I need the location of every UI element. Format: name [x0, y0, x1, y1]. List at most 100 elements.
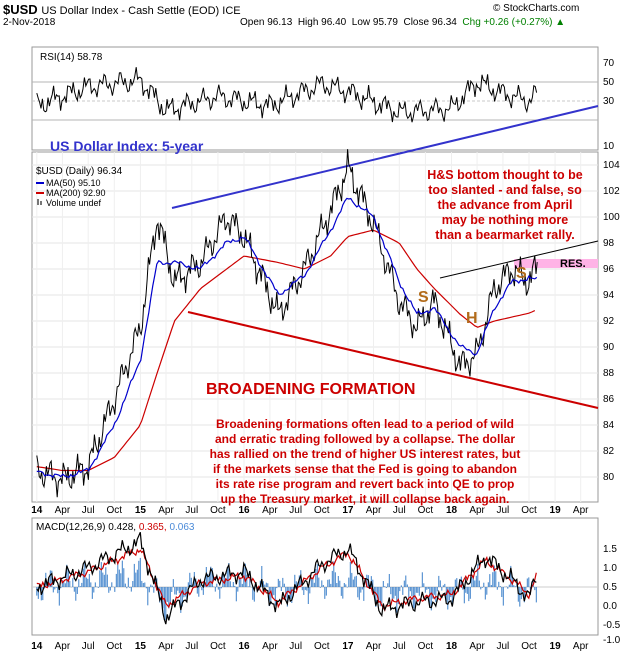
broadening-note-line-1: Broadening formations often lead to a pe…	[216, 417, 514, 431]
x-axis-label: Oct	[107, 505, 123, 516]
x-axis-label: Oct	[418, 505, 434, 516]
macd-signal-line	[36, 548, 537, 612]
resistance-label: RES.	[560, 258, 586, 270]
macd-frame	[31, 517, 599, 636]
rsi-tick-3: 10	[603, 141, 615, 152]
macd-label-signal: 0.365,	[139, 522, 167, 533]
x-axis-label: Jul	[82, 641, 95, 652]
macd-tick-1: 1.0	[603, 563, 617, 574]
price-tick-90: 90	[603, 342, 615, 353]
price-tick-labels: 104 102 100 98 96 94 92 90 88 86 84 82 8…	[603, 160, 620, 483]
macd-label: MACD(12,26,9) 0.428, 0.365, 0.063	[36, 522, 195, 533]
x-axis-label: Jul	[82, 505, 95, 516]
source-credit[interactable]: © StockCharts.com	[493, 3, 580, 14]
lower-broadening-trendline	[187, 311, 599, 409]
x-axis-label: Jul	[497, 505, 510, 516]
instrument-name: US Dollar Index - Cash Settle (EOD) ICE	[41, 5, 241, 17]
price-tick-104: 104	[603, 160, 620, 171]
price-tick-86: 86	[603, 394, 615, 405]
hs-note-line-5: than a bearmarket rally.	[435, 228, 574, 242]
hs-note-line-4: may be nothing more	[442, 213, 568, 227]
price-tick-98: 98	[603, 238, 615, 249]
hs-note-line-1: H&S bottom thought to be	[427, 168, 583, 182]
open-value: Open 96.13	[240, 17, 293, 28]
volume-bar-icon	[40, 201, 42, 205]
macd-label-hist: 0.063	[169, 522, 194, 533]
x-axis-label: Apr	[573, 505, 589, 516]
close-value: Close 96.34	[403, 17, 457, 28]
x-axis-label: Apr	[469, 505, 485, 516]
x-axis-label: Apr	[158, 505, 174, 516]
rsi-series-line	[36, 67, 538, 123]
resistance-band	[514, 259, 598, 268]
rsi-tick-0: 70	[603, 58, 615, 69]
broadening-annotation: Broadening formations often lead to a pe…	[210, 417, 521, 506]
hs-note-line-2: too slanted - and false, so	[428, 183, 582, 197]
x-axis-label: Jul	[497, 641, 510, 652]
x-axis-label: Apr	[262, 641, 278, 652]
x-axis-label: Apr	[158, 641, 174, 652]
hs-right-shoulder-label: S	[516, 265, 527, 282]
volume-bar-icon	[37, 199, 39, 205]
hs-left-shoulder-label: S	[418, 289, 429, 306]
x-axis-label: Oct	[521, 505, 537, 516]
broadening-note-line-4: if the markets sense that the Fed is goi…	[213, 462, 517, 476]
x-axis-label: Jul	[289, 505, 302, 516]
x-axis-label: 15	[135, 505, 147, 516]
x-axis-label: Jul	[393, 641, 406, 652]
rsi-panel: RSI(14) 58.78 70 50 30 10	[31, 46, 615, 152]
macd-tick-5: -1.0	[603, 635, 621, 646]
x-axis-label: Oct	[521, 641, 537, 652]
hs-annotation: H&S bottom thought to be too slanted - a…	[427, 168, 583, 242]
x-axis-labels: 14 14 Apr Apr Jul Jul Oct Oct 15 15 Apr Apr Jul Jul Oc…	[31, 505, 589, 652]
x-axis-label: 18	[446, 505, 458, 516]
rsi-frame	[31, 46, 599, 151]
legend: $USD (Daily) 96.34 MA(50) 95.10 MA(200) …	[36, 166, 123, 208]
hs-head-label: H	[466, 310, 478, 327]
rsi-tick-1: 50	[603, 77, 615, 88]
price-tick-102: 102	[603, 186, 620, 197]
broadening-note-line-5: its rate rise program and revert back in…	[216, 477, 515, 491]
rsi-label: RSI(14) 58.78	[40, 52, 103, 63]
x-axis-label: Apr	[366, 641, 382, 652]
price-tick-84: 84	[603, 420, 615, 431]
chart-title: US Dollar Index: 5-year	[50, 138, 204, 154]
macd-label-main: MACD(12,26,9) 0.428,	[36, 522, 136, 533]
hs-note-line-3: the advance from April	[438, 198, 573, 212]
x-axis-label: 14	[31, 641, 43, 652]
price-tick-82: 82	[603, 446, 615, 457]
legend-price: $USD (Daily) 96.34	[36, 166, 123, 177]
x-axis-label: 19	[550, 641, 562, 652]
price-tick-80: 80	[603, 472, 615, 483]
broadening-note-line-2: and erratic trading followed by a collap…	[215, 432, 515, 446]
legend-ma200: MA(200) 92.90	[46, 188, 106, 198]
macd-panel: MACD(12,26,9) 0.428, 0.365, 0.063 1.5 1.…	[31, 517, 621, 646]
x-axis-label: 18	[446, 641, 458, 652]
x-axis-label: 15	[135, 641, 147, 652]
x-axis-label: Apr	[55, 641, 71, 652]
price-tick-92: 92	[603, 316, 615, 327]
x-axis-label: 17	[342, 505, 354, 516]
ohlc-summary: Open 96.13 High 96.40 Low 95.79 Close 96…	[240, 17, 565, 28]
x-axis-label: Apr	[573, 641, 589, 652]
chart-date: 2-Nov-2018	[3, 17, 56, 28]
x-axis-label: Oct	[210, 505, 226, 516]
x-axis-label: Jul	[185, 641, 198, 652]
low-value: Low 95.79	[351, 17, 398, 28]
macd-tick-3: 0.0	[603, 601, 617, 612]
macd-tick-2: 0.5	[603, 582, 617, 593]
rsi-tick-2: 30	[603, 96, 615, 107]
formation-title: BROADENING FORMATION	[206, 381, 415, 398]
broadening-note-line-3: has rallied on the trend of higher US in…	[210, 447, 521, 461]
x-axis-label: 17	[342, 641, 354, 652]
change-value: Chg +0.26 (+0.27%)	[462, 17, 553, 28]
x-axis-label: Apr	[55, 505, 71, 516]
x-axis-label: Oct	[314, 505, 330, 516]
ma50-series-line	[36, 197, 538, 479]
x-axis-label: 16	[238, 641, 250, 652]
price-tick-100: 100	[603, 212, 620, 223]
macd-line	[36, 531, 537, 625]
x-axis-label: 14	[31, 505, 43, 516]
x-axis-label: Apr	[469, 641, 485, 652]
x-axis-label: 16	[238, 505, 250, 516]
